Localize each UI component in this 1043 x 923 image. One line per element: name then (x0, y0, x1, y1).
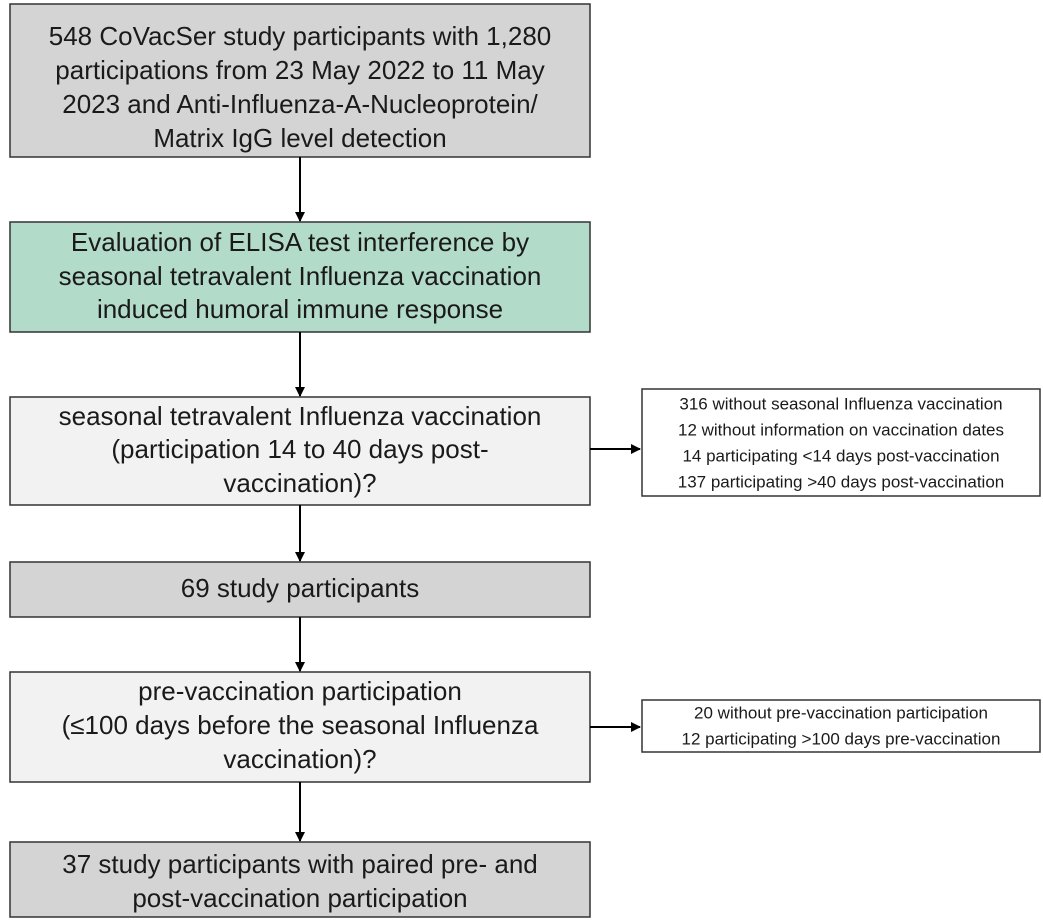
exclusion-box (641, 699, 1041, 753)
node-text: 548 CoVacSer study participants with 1,2… (49, 21, 551, 51)
node-text: Matrix IgG level detection (153, 123, 446, 153)
node-text: Evaluation of ELISA test interference by (71, 227, 529, 257)
node-text: (≤100 days before the seasonal Influenza (62, 710, 539, 740)
note-text: 316 without seasonal Influenza vaccinati… (679, 394, 1002, 413)
node-text: 69 study participants (181, 573, 419, 603)
note-text: 20 without pre-vaccination participation (694, 703, 988, 722)
decision-box (9, 671, 591, 783)
node-text: seasonal tetravalent Influenza vaccinati… (59, 401, 542, 431)
decision-box (9, 396, 591, 506)
node-text: vaccination)? (223, 468, 376, 498)
node-text: (participation 14 to 40 days post- (111, 434, 488, 464)
note-text: 137 participating >40 days post-vaccinat… (678, 472, 1005, 491)
note-text: 12 without information on vaccination da… (678, 420, 1004, 439)
node-text: seasonal tetravalent Influenza vaccinati… (59, 261, 542, 291)
start-box (9, 3, 591, 158)
node-text: post-vaccination participation (132, 883, 467, 913)
note-text: 12 participating >100 days pre-vaccinati… (682, 729, 1001, 748)
node-text: 2023 and Anti-Influenza-A-Nucleoprotein/ (62, 89, 538, 119)
evaluation-box (9, 221, 591, 333)
node-text: participations from 23 May 2022 to 11 Ma… (55, 55, 544, 85)
node-text: induced humoral immune response (97, 294, 503, 324)
final-box (9, 841, 591, 918)
result-box (9, 561, 591, 618)
node-text: 37 study participants with paired pre- a… (62, 849, 538, 879)
node-text: pre-vaccination participation (138, 676, 462, 706)
node-text: vaccination)? (223, 744, 376, 774)
note-text: 14 participating <14 days post-vaccinati… (682, 446, 999, 465)
exclusion-box (641, 388, 1041, 497)
